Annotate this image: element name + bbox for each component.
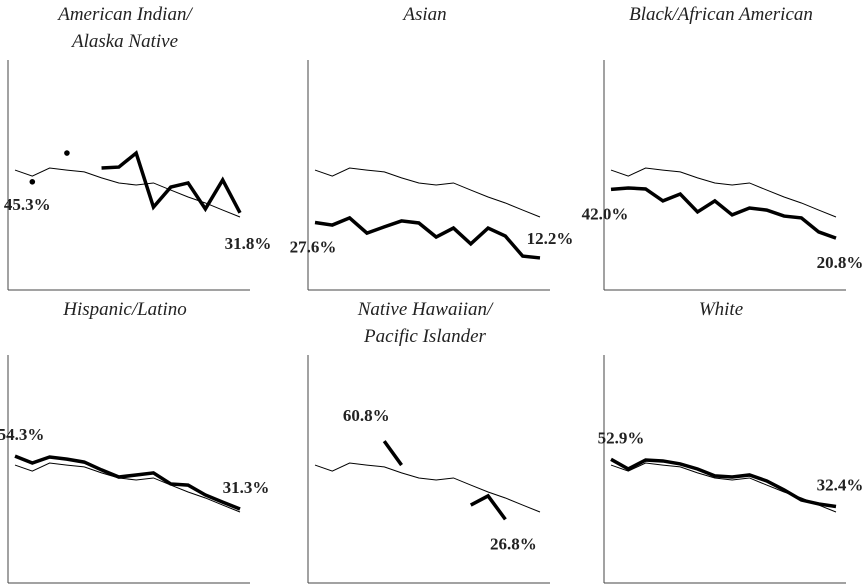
value-label: 27.6% (290, 238, 337, 257)
reference-line (314, 167, 541, 218)
value-label: 52.9% (598, 428, 645, 447)
value-label: 32.4% (817, 475, 864, 494)
group-line (314, 215, 541, 260)
value-label: 31.3% (223, 478, 270, 497)
group-line (101, 150, 242, 214)
point (29, 179, 36, 185)
value-label: 54.3% (0, 425, 44, 444)
group-line (610, 186, 837, 240)
value-label: 20.8% (817, 253, 864, 272)
value-label: 60.8% (343, 406, 390, 425)
group-line (382, 440, 507, 521)
panel-title: Native Hawaiian/ (357, 299, 494, 320)
value-label: 45.3% (4, 195, 51, 214)
group-line (14, 454, 241, 511)
reference-line (14, 462, 241, 513)
value-label: 31.8% (225, 234, 272, 253)
value-label: 12.2% (527, 229, 574, 248)
reference-line (610, 462, 837, 513)
point (64, 150, 70, 156)
panel-title: Alaska Native (70, 31, 178, 52)
reference-line (610, 167, 837, 218)
panel-title: Asian (401, 4, 446, 25)
panel-title: Pacific Islander (363, 326, 486, 347)
value-label: 26.8% (490, 534, 537, 553)
panel-title: Black/African American (629, 4, 813, 25)
group-line (610, 457, 837, 509)
panel-title: Hispanic/Latino (62, 299, 187, 320)
reference-line (314, 462, 541, 513)
panel-title: American Indian/ (56, 4, 193, 25)
panel-title: White (699, 299, 743, 320)
value-label: 42.0% (582, 204, 629, 223)
